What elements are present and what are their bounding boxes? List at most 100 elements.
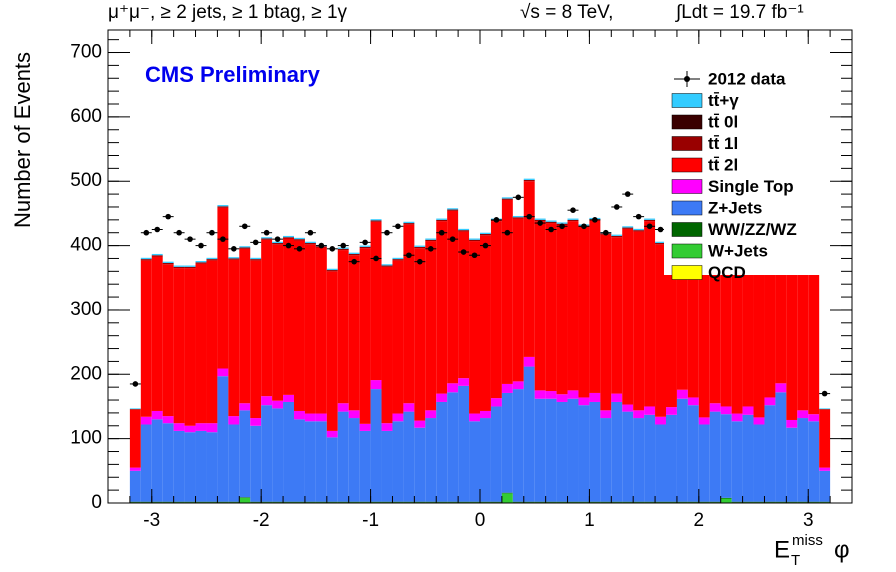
bar-segment (512, 501, 524, 503)
bar-segment (622, 501, 634, 503)
bar-segment (458, 378, 470, 386)
data-point-marker (373, 255, 379, 262)
bar-segment (753, 501, 765, 503)
data-point-marker (493, 217, 500, 223)
header-lumi: ∫Ldt = 19.7 fb⁻¹ (675, 2, 804, 23)
data-point (644, 223, 656, 230)
bar-segment (687, 405, 699, 502)
bar-segment (622, 411, 634, 502)
data-point-marker (515, 194, 522, 201)
data-point (545, 226, 557, 233)
bar-segment (622, 227, 634, 229)
bar-segment (512, 389, 524, 502)
bar-segment (490, 501, 502, 503)
bar-segment (129, 501, 141, 503)
bar-segment (666, 407, 677, 415)
data-point (425, 246, 437, 252)
bar-segment (381, 423, 393, 431)
bar-segment (436, 501, 448, 503)
bar-segment (315, 501, 327, 503)
bar-segment (655, 243, 666, 245)
bar-segment (370, 219, 382, 221)
data-point-marker (406, 252, 412, 259)
x-tick-label: 3 (803, 510, 814, 531)
bar-segment (687, 397, 699, 406)
bar-segment (523, 501, 535, 503)
x-tick-label: -3 (143, 510, 160, 531)
bar-segment (129, 409, 141, 468)
data-point (436, 229, 448, 236)
bar-segment (337, 250, 349, 404)
bar-segment (239, 410, 251, 498)
bar-segment (348, 252, 360, 254)
bar-segment (173, 266, 185, 269)
bar-segment (250, 418, 262, 426)
bar-segment (655, 416, 666, 425)
data-point-marker (351, 258, 357, 265)
x-label-base: E (774, 536, 790, 563)
bar-segment (173, 265, 185, 267)
data-point-marker (285, 242, 292, 249)
data-point (195, 242, 207, 249)
bar-segment (206, 259, 218, 261)
bar-segment (436, 401, 448, 502)
y-tick-label: 300 (70, 299, 102, 320)
data-point-marker (821, 390, 828, 397)
bar-segment (381, 264, 393, 266)
x-label-rest: φ (834, 536, 850, 563)
data-point-marker (198, 242, 204, 249)
bar-segment (414, 245, 426, 247)
data-point-marker (384, 229, 390, 236)
bar-segment (545, 398, 557, 502)
bar-segment (611, 237, 623, 394)
data-point-marker (624, 191, 631, 197)
bar-segment (687, 501, 699, 503)
bar-segment (447, 383, 459, 393)
bar-segment (589, 392, 601, 402)
bar-segment (611, 401, 623, 502)
bar-segment (162, 264, 174, 417)
bar-segment (283, 238, 294, 395)
data-point-marker (613, 204, 620, 210)
bar-segment (786, 265, 798, 420)
bar-segment (337, 501, 349, 503)
bar-segment (655, 501, 666, 503)
data-point (184, 236, 196, 242)
bar-segment (436, 393, 448, 402)
bar-segment (480, 418, 491, 502)
legend-swatch (671, 157, 703, 173)
bar-segment (720, 406, 732, 415)
bar-segment (140, 257, 152, 260)
data-point-marker (154, 226, 161, 233)
bar-segment (633, 501, 645, 503)
bar-segment (753, 417, 765, 425)
bar-segment (578, 501, 590, 503)
data-point-marker (559, 223, 565, 230)
bar-segment (162, 261, 174, 263)
legend-swatch (671, 114, 703, 130)
bar-segment (753, 251, 765, 418)
bar-segment (742, 501, 754, 503)
bar-segment (370, 221, 382, 381)
legend-label: Single Top (708, 177, 794, 196)
x-tick-label: 2 (694, 510, 705, 531)
bar-segment (523, 366, 535, 502)
bar-segment (294, 410, 305, 420)
bar-segment (250, 425, 262, 502)
bar-segment (151, 501, 163, 503)
bar-segment (490, 406, 502, 502)
bar-segment (469, 241, 480, 414)
legend-label: tt̄ 0l (708, 112, 738, 131)
data-point-marker (395, 223, 401, 230)
bar-segment (140, 501, 152, 503)
bar-segment (326, 437, 338, 502)
data-point-marker (635, 213, 642, 220)
bar-segment (764, 241, 776, 398)
data-point-marker (537, 220, 543, 226)
bar-segment (162, 416, 174, 424)
bar-segment (480, 501, 491, 503)
bar-segment (545, 221, 557, 224)
bar-segment (523, 178, 535, 180)
data-point (392, 223, 404, 230)
legend-label: tt̄ 2l (708, 155, 738, 174)
